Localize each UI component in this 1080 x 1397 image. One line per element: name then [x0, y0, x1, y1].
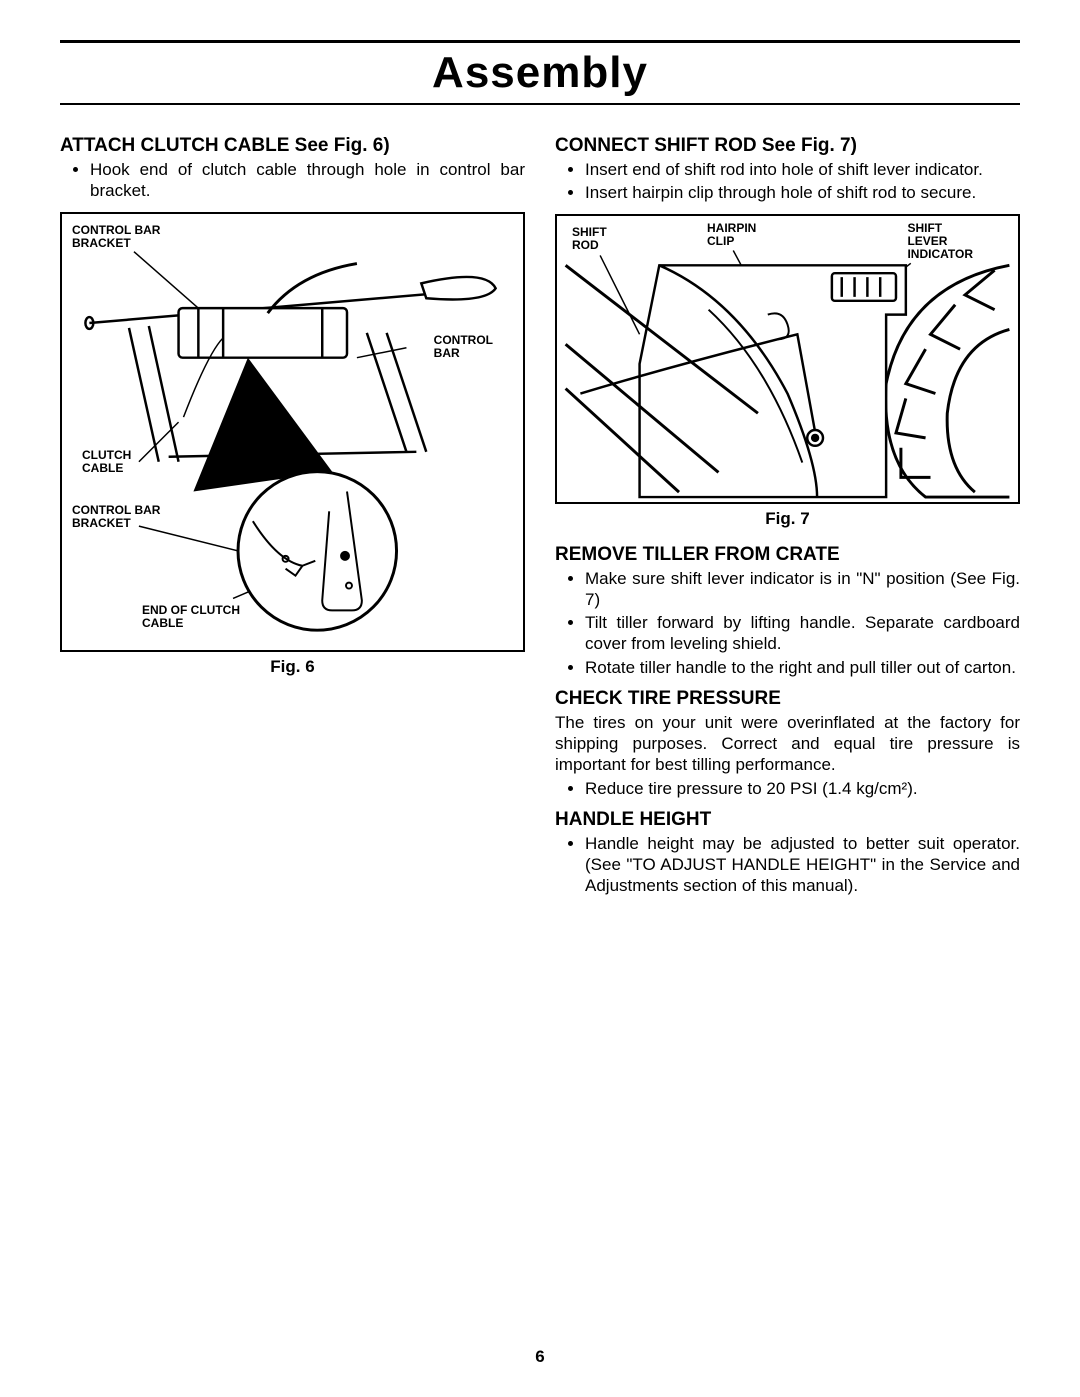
columns: ATTACH CLUTCH CABLE See Fig. 6) Hook end… [60, 125, 1020, 907]
list-item: Reduce tire pressure to 20 PSI (1.4 kg/c… [585, 778, 1020, 799]
figure-6: CONTROL BAR BRACKET CONTROL BAR CLUTCH C… [60, 212, 525, 652]
check-tire-heading: CHECK TIRE PRESSURE [555, 688, 1020, 710]
fig7-caption: Fig. 7 [555, 509, 1020, 529]
remove-tiller-heading: REMOVE TILLER FROM CRATE [555, 544, 1020, 566]
page-number: 6 [0, 1347, 1080, 1367]
list-item: Insert end of shift rod into hole of shi… [585, 159, 1020, 180]
figure-7: SHIFT ROD HAIRPIN CLIP SHIFT LEVER INDIC… [555, 214, 1020, 504]
page-title: Assembly [60, 48, 1020, 98]
under-rule [60, 103, 1020, 105]
fig7-diagram [557, 216, 1018, 502]
attach-clutch-list: Hook end of clutch cable through hole in… [60, 159, 525, 202]
list-item: Rotate tiller handle to the right and pu… [585, 657, 1020, 678]
connect-shift-list: Insert end of shift rod into hole of shi… [555, 159, 1020, 204]
right-column: CONNECT SHIFT ROD See Fig. 7) Insert end… [555, 125, 1020, 907]
list-item: Hook end of clutch cable through hole in… [90, 159, 525, 202]
attach-clutch-heading: ATTACH CLUTCH CABLE See Fig. 6) [60, 135, 525, 157]
fig6-caption: Fig. 6 [60, 657, 525, 677]
list-item: Handle height may be adjusted to better … [585, 833, 1020, 897]
connect-shift-heading: CONNECT SHIFT ROD See Fig. 7) [555, 135, 1020, 157]
fig6-diagram [62, 214, 523, 650]
list-item: Make sure shift lever indicator is in "N… [585, 568, 1020, 611]
list-item: Insert hairpin clip through hole of shif… [585, 182, 1020, 203]
remove-tiller-list: Make sure shift lever indicator is in "N… [555, 568, 1020, 678]
check-tire-text: The tires on your unit were overinflated… [555, 712, 1020, 776]
top-rule [60, 40, 1020, 43]
left-column: ATTACH CLUTCH CABLE See Fig. 6) Hook end… [60, 125, 525, 907]
list-item: Tilt tiller forward by lifting handle. S… [585, 612, 1020, 655]
handle-height-list: Handle height may be adjusted to better … [555, 833, 1020, 897]
handle-height-heading: HANDLE HEIGHT [555, 809, 1020, 831]
check-tire-list: Reduce tire pressure to 20 PSI (1.4 kg/c… [555, 778, 1020, 799]
